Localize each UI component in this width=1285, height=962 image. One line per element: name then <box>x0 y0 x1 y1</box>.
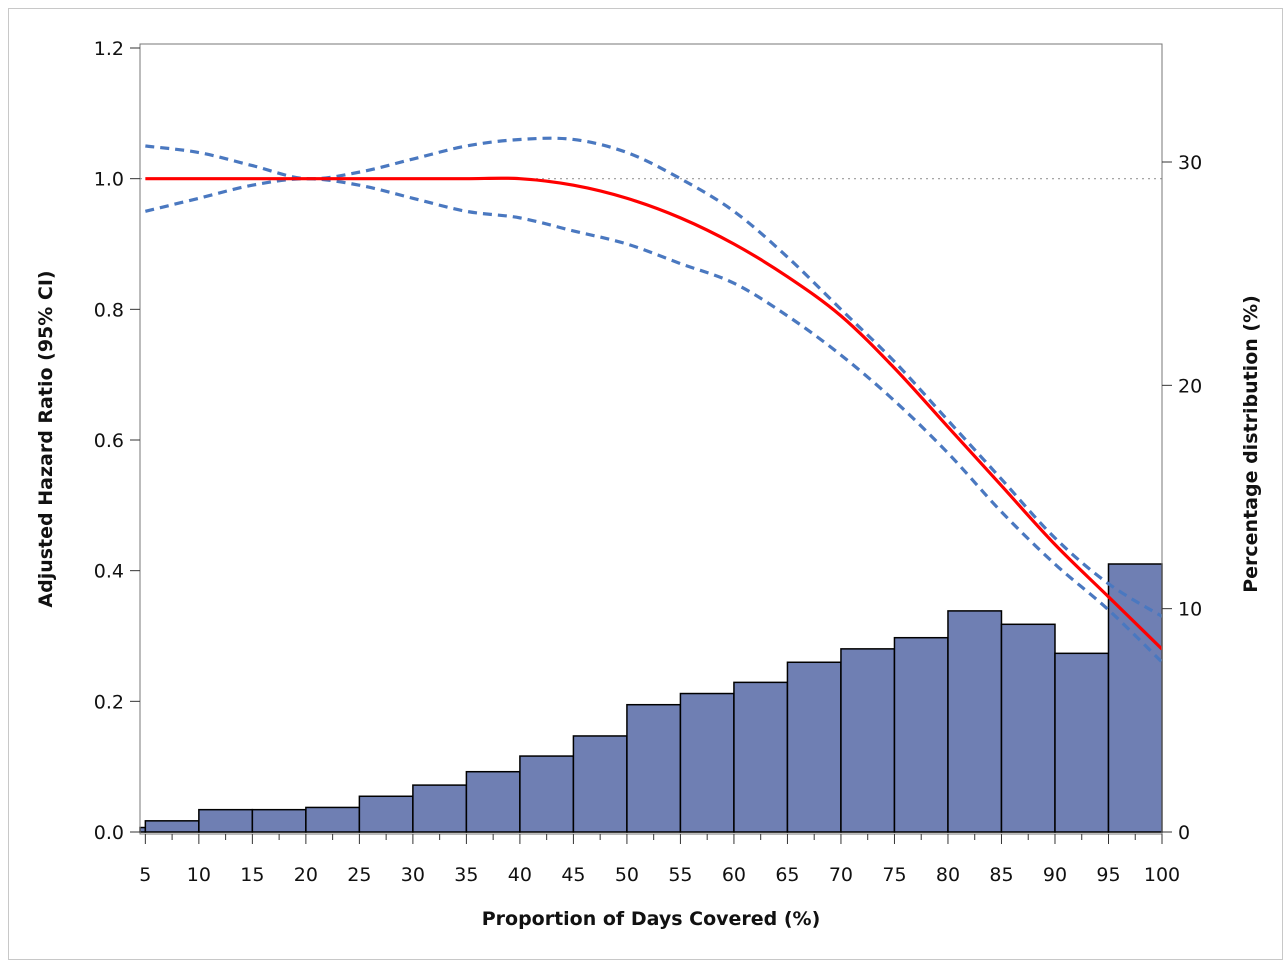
histogram-bar <box>1000 623 1056 833</box>
histogram-bar <box>840 648 896 833</box>
x-tick-label: 95 <box>1096 864 1120 886</box>
y-axis-title: Adjusted Hazard Ratio (95% CI) <box>35 270 57 607</box>
x-tick-label: 45 <box>561 864 585 886</box>
histogram-bar <box>358 795 414 833</box>
upper-ci-line <box>145 136 1162 618</box>
histogram-bar <box>1054 652 1110 833</box>
y2-tick-label: 0 <box>1178 822 1190 844</box>
x-tick-label: 25 <box>347 864 371 886</box>
x-tick-label: 15 <box>240 864 264 886</box>
x-tick-label: 30 <box>401 864 425 886</box>
x-tick-label: 10 <box>187 864 211 886</box>
y-tick-label: 0.4 <box>94 561 124 583</box>
x-tick-label: 90 <box>1043 864 1067 886</box>
y2-tick-label: 10 <box>1178 599 1202 621</box>
histogram-bar <box>251 808 307 833</box>
lower-ci-line <box>144 177 1162 664</box>
histogram-bar <box>786 661 842 833</box>
histogram-bar <box>144 820 200 833</box>
x-tick-label: 20 <box>294 864 318 886</box>
x-tick-label: 55 <box>668 864 692 886</box>
y2-axis-title: Percentage distribution (%) <box>1240 295 1262 593</box>
histogram-bar <box>733 681 789 833</box>
y-tick-label: 1.0 <box>94 169 124 191</box>
y-tick-label: 1.2 <box>94 38 124 60</box>
histogram-bar <box>412 784 468 833</box>
y-axis-right: 0 10 20 30 <box>1162 152 1202 844</box>
y-tick-label: 0.2 <box>94 691 124 713</box>
x-axis: 5 10 15 20 25 30 35 40 45 50 55 60 65 70 75 80 85 90 95 100 <box>139 834 1180 886</box>
x-axis-title: Proportion of Days Covered (%) <box>482 908 821 930</box>
histogram-bar <box>893 636 949 833</box>
x-tick-label: 80 <box>936 864 960 886</box>
y-tick-label: 0.0 <box>94 822 124 844</box>
histogram-bar <box>139 826 147 833</box>
x-tick-label: 60 <box>722 864 746 886</box>
y2-tick-label: 20 <box>1178 375 1202 397</box>
x-tick-label: 5 <box>139 864 151 886</box>
x-tick-label: 85 <box>989 864 1013 886</box>
x-tick-label: 35 <box>454 864 478 886</box>
histogram-bar <box>679 692 735 833</box>
x-tick-label: 70 <box>829 864 853 886</box>
histogram-bar <box>947 610 1003 833</box>
histogram-bar <box>198 808 254 833</box>
histogram-bar <box>1107 563 1163 833</box>
x-tick-label: 50 <box>615 864 639 886</box>
x-tick-label: 65 <box>775 864 799 886</box>
histogram-bars <box>139 563 1163 833</box>
hazard-ratio-estimate-line <box>145 176 1162 651</box>
histogram-bar <box>626 703 682 833</box>
y-axis-left: 0.0 0.2 0.4 0.6 0.8 1.0 1.2 <box>94 38 140 844</box>
plot-frame <box>139 43 1163 835</box>
histogram-bar <box>465 770 521 833</box>
y2-tick-label: 30 <box>1178 152 1202 174</box>
hazard-curves <box>144 136 1162 664</box>
y-tick-label: 0.6 <box>94 430 124 452</box>
x-tick-label: 40 <box>508 864 532 886</box>
histogram-bar <box>572 735 628 833</box>
x-tick-label: 100 <box>1144 864 1180 886</box>
histogram-bar <box>519 755 575 833</box>
x-tick-label: 75 <box>882 864 906 886</box>
y-tick-label: 0.8 <box>94 299 124 321</box>
histogram-bar <box>305 806 361 833</box>
